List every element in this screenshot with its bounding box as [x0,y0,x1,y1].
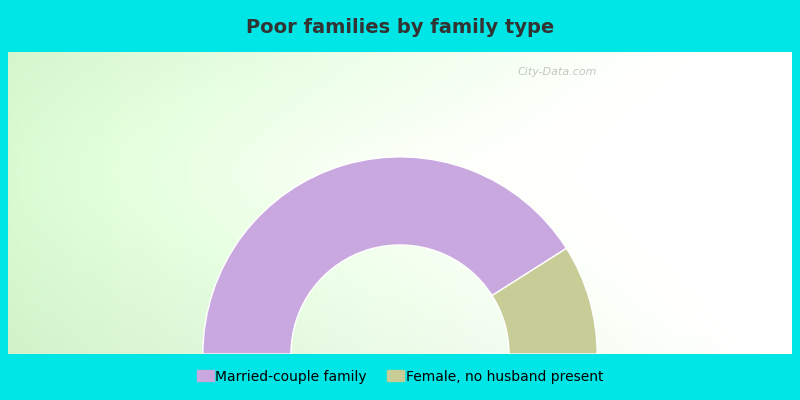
Wedge shape [203,157,566,354]
Text: City-Data.com: City-Data.com [518,67,597,77]
Wedge shape [492,248,597,354]
Legend: Married-couple family, Female, no husband present: Married-couple family, Female, no husban… [197,370,603,384]
Text: Poor families by family type: Poor families by family type [246,18,554,37]
